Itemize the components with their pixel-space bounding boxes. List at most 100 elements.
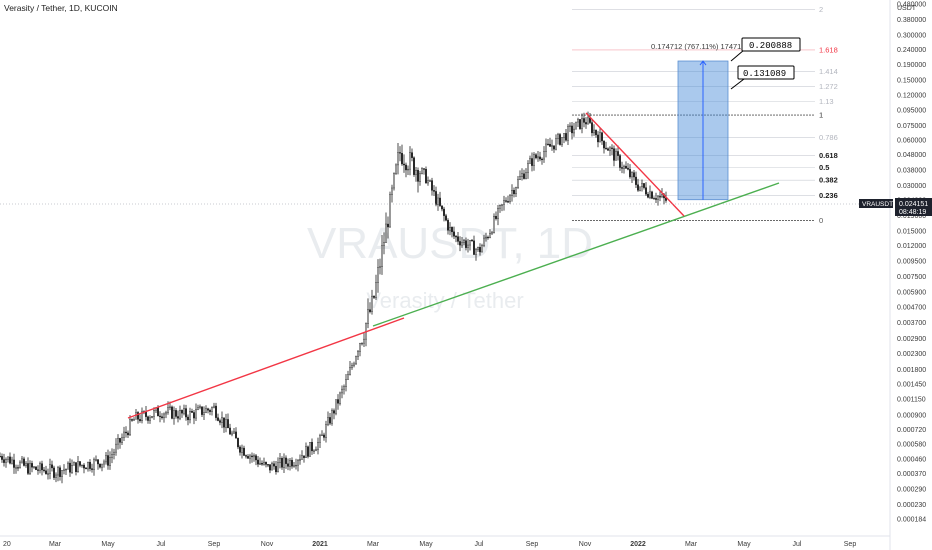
candle-body	[177, 416, 179, 419]
callout-upper[interactable]: 0.200888	[730, 37, 801, 62]
candle-body	[203, 412, 205, 415]
candle-body	[645, 187, 647, 195]
candle-body	[527, 163, 529, 173]
candle-body	[627, 168, 629, 170]
candle-body	[597, 134, 599, 143]
candle-body	[595, 129, 597, 136]
candle-body	[503, 200, 505, 205]
candle-body	[521, 173, 523, 177]
candle-body	[637, 184, 639, 191]
candle-body	[183, 408, 185, 414]
candle-body	[201, 406, 203, 415]
candle-body	[93, 459, 95, 470]
candle-body	[625, 165, 627, 169]
candle-body	[199, 406, 201, 408]
price-tick-label: 0.000370	[897, 471, 926, 478]
candle-body	[221, 417, 223, 423]
candle-body	[17, 467, 19, 469]
fib-extension[interactable]: 3.6182.6182.2421.6181.4141.2721.1310.786…	[572, 0, 838, 225]
fib-level-label: 0.5	[819, 163, 829, 172]
candle-body	[467, 244, 469, 248]
candle-body	[493, 216, 495, 233]
candle-body	[437, 197, 439, 205]
trendline-support[interactable]	[372, 182, 780, 327]
trendline-resistance-2020[interactable]	[127, 317, 405, 419]
time-axis-ticks: 20 Mar May Jul Sep Nov 2021 Mar May Jul Sep Nov 2022…	[3, 541, 856, 548]
candle-body	[507, 201, 509, 203]
price-tick-label: 0.004700	[897, 304, 926, 311]
candle-body	[469, 239, 471, 246]
price-tick-label: 0.190000	[897, 62, 926, 69]
candle-body	[393, 173, 395, 189]
candle-body	[163, 413, 165, 419]
last-price-marker: VRAUSDT 0.024151 08:48:19	[859, 198, 932, 216]
projection-box[interactable]	[677, 60, 729, 201]
candle-body	[351, 365, 353, 368]
candle-body	[3, 459, 5, 463]
candle-body	[113, 451, 115, 455]
candle-body	[61, 470, 63, 477]
time-tick-label: Jul	[157, 541, 166, 548]
candle-body	[653, 198, 655, 200]
trendlines[interactable]	[127, 112, 780, 419]
callout-lower-box	[737, 65, 795, 80]
candle-body	[561, 137, 563, 145]
candle-body	[187, 416, 189, 421]
candle-body	[185, 408, 187, 418]
candle-body	[127, 432, 129, 436]
candle-body	[291, 460, 293, 467]
candle-body	[465, 240, 467, 248]
candle-body	[59, 467, 61, 477]
candle-body	[259, 462, 261, 465]
candle-body	[487, 236, 489, 239]
candle-body	[621, 167, 623, 169]
candle-body	[649, 191, 651, 198]
candle-body	[333, 410, 335, 414]
candle-body	[633, 172, 635, 178]
candle-body	[583, 118, 585, 123]
candle-body	[149, 417, 151, 421]
candle-body	[613, 148, 615, 161]
price-tick-label: 0.005900	[897, 289, 926, 296]
callout-lower-text: 0.131089	[743, 69, 786, 79]
candle-body	[629, 169, 631, 178]
candle-body	[7, 456, 9, 460]
candle-body	[659, 196, 661, 198]
candle-body	[273, 463, 275, 467]
candle-body	[47, 473, 49, 475]
candle-body	[115, 443, 117, 453]
trendline-resistance-2021[interactable]	[585, 112, 685, 217]
candle-body	[657, 196, 659, 200]
candle-body	[73, 462, 75, 466]
candle-body	[311, 441, 313, 452]
candle-body	[577, 119, 579, 123]
candle-body	[459, 241, 461, 246]
candle-body	[55, 474, 57, 478]
candle-body	[313, 450, 315, 452]
time-tick-label: Nov	[579, 541, 592, 548]
candle-body	[419, 173, 421, 182]
candle-body	[541, 158, 543, 161]
candle-body	[35, 466, 37, 470]
price-tick-label: 0.012000	[897, 243, 926, 250]
time-tick-label: Mar	[49, 541, 62, 548]
callout-lower[interactable]: 0.131089	[730, 65, 795, 90]
candle-body	[89, 462, 91, 469]
candle-body	[643, 183, 645, 188]
candle-body	[405, 164, 407, 171]
price-tick-label: 0.000900	[897, 413, 926, 420]
candle-body	[293, 465, 295, 467]
fib-level-label: 1.618	[819, 45, 838, 54]
candle-body	[37, 469, 39, 471]
candle-body	[233, 431, 235, 434]
candle-body	[307, 446, 309, 457]
candle-body	[617, 151, 619, 156]
candle-body	[427, 180, 429, 184]
price-tick-label: 0.075000	[897, 123, 926, 130]
symbol-tag	[859, 199, 893, 208]
candle-body	[357, 351, 359, 357]
candle-body	[239, 446, 241, 453]
price-scale[interactable]	[890, 0, 932, 550]
candle-body	[519, 176, 521, 180]
